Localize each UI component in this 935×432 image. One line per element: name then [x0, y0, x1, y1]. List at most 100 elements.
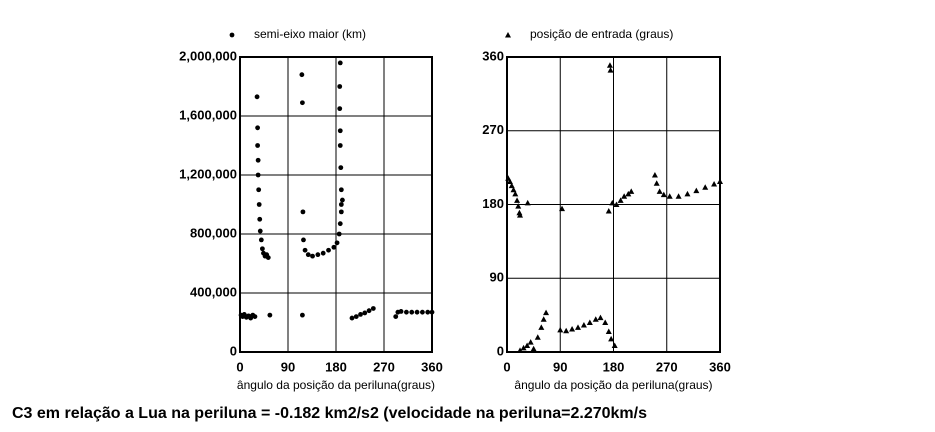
- point: [675, 193, 682, 199]
- point: [255, 125, 260, 131]
- point: [358, 311, 363, 317]
- y-tick-label: 1,600,000: [179, 107, 237, 122]
- y-tick-label: 360: [482, 48, 504, 63]
- point: [693, 187, 700, 194]
- x-tick-label: 0: [503, 359, 510, 374]
- point: [520, 344, 527, 351]
- point: [609, 199, 616, 206]
- legend-marker: [229, 32, 235, 38]
- point: [666, 193, 673, 199]
- x-axis-label: ângulo da posição da periluna(graus): [237, 378, 435, 392]
- x-tick-label: 180: [325, 359, 347, 374]
- x-tick-label: 90: [553, 359, 567, 374]
- point: [267, 312, 273, 318]
- x-tick-label: 360: [709, 359, 731, 374]
- point: [597, 314, 604, 321]
- point: [409, 309, 415, 315]
- point: [538, 324, 545, 330]
- point: [256, 202, 262, 207]
- point: [336, 231, 342, 237]
- point: [338, 187, 344, 193]
- point: [340, 197, 345, 203]
- point: [366, 308, 372, 314]
- point: [338, 209, 344, 215]
- point: [425, 309, 431, 315]
- point: [301, 237, 306, 243]
- point: [530, 345, 537, 352]
- y-tick-label: 90: [490, 270, 504, 285]
- y-tick-label: 400,000: [190, 284, 237, 299]
- point: [607, 67, 614, 73]
- point: [252, 314, 258, 319]
- point: [299, 72, 305, 78]
- point: [331, 244, 337, 250]
- point: [404, 309, 409, 315]
- point: [255, 172, 261, 178]
- point: [606, 62, 613, 68]
- y-tick-label: 270: [482, 122, 504, 137]
- point: [337, 60, 343, 66]
- y-tick-label: 180: [482, 196, 504, 211]
- point: [625, 190, 632, 197]
- legend-marker: [505, 32, 511, 38]
- point: [613, 201, 620, 207]
- legend-label: posição de entrada (graus): [530, 27, 673, 41]
- point: [256, 187, 262, 193]
- point: [717, 178, 723, 185]
- point: [559, 205, 566, 212]
- point: [651, 172, 658, 178]
- legend-label: semi-eixo maior (km): [254, 27, 366, 41]
- point: [524, 342, 531, 348]
- point: [628, 188, 635, 194]
- point: [255, 157, 261, 163]
- y-tick-label: 0: [497, 343, 504, 358]
- point: [684, 190, 691, 197]
- point: [353, 314, 359, 319]
- point: [302, 247, 308, 253]
- point: [320, 250, 326, 256]
- point: [257, 228, 263, 234]
- point: [512, 190, 519, 197]
- point: [429, 309, 435, 315]
- x-axis-label: ângulo da posição da periluna(graus): [514, 378, 712, 392]
- point: [300, 312, 305, 318]
- point: [605, 328, 612, 335]
- point: [414, 309, 420, 315]
- y-tick-label: 0: [230, 343, 237, 358]
- point: [580, 321, 587, 328]
- point: [258, 237, 264, 243]
- point: [510, 186, 517, 193]
- point: [653, 180, 660, 186]
- point: [524, 199, 531, 206]
- point: [543, 309, 550, 316]
- point: [514, 197, 521, 203]
- point: [586, 319, 593, 325]
- point: [534, 334, 541, 340]
- point: [338, 165, 344, 171]
- point: [260, 246, 265, 252]
- x-tick-label: 270: [373, 359, 395, 374]
- point: [527, 339, 534, 345]
- point: [265, 255, 271, 260]
- point: [305, 252, 311, 258]
- y-tick-label: 800,000: [190, 225, 237, 240]
- point: [506, 178, 513, 185]
- point: [569, 326, 576, 332]
- point: [326, 247, 331, 253]
- point: [611, 342, 618, 348]
- point: [660, 191, 667, 198]
- x-tick-label: 360: [421, 359, 443, 374]
- point: [592, 316, 599, 322]
- point: [337, 128, 343, 134]
- point: [300, 209, 306, 215]
- point: [540, 316, 547, 322]
- point: [563, 327, 570, 334]
- point: [517, 212, 524, 218]
- x-tick-label: 0: [236, 359, 243, 374]
- point: [398, 309, 404, 314]
- point: [338, 202, 344, 207]
- point: [557, 326, 564, 333]
- point: [337, 143, 343, 148]
- point: [711, 181, 718, 187]
